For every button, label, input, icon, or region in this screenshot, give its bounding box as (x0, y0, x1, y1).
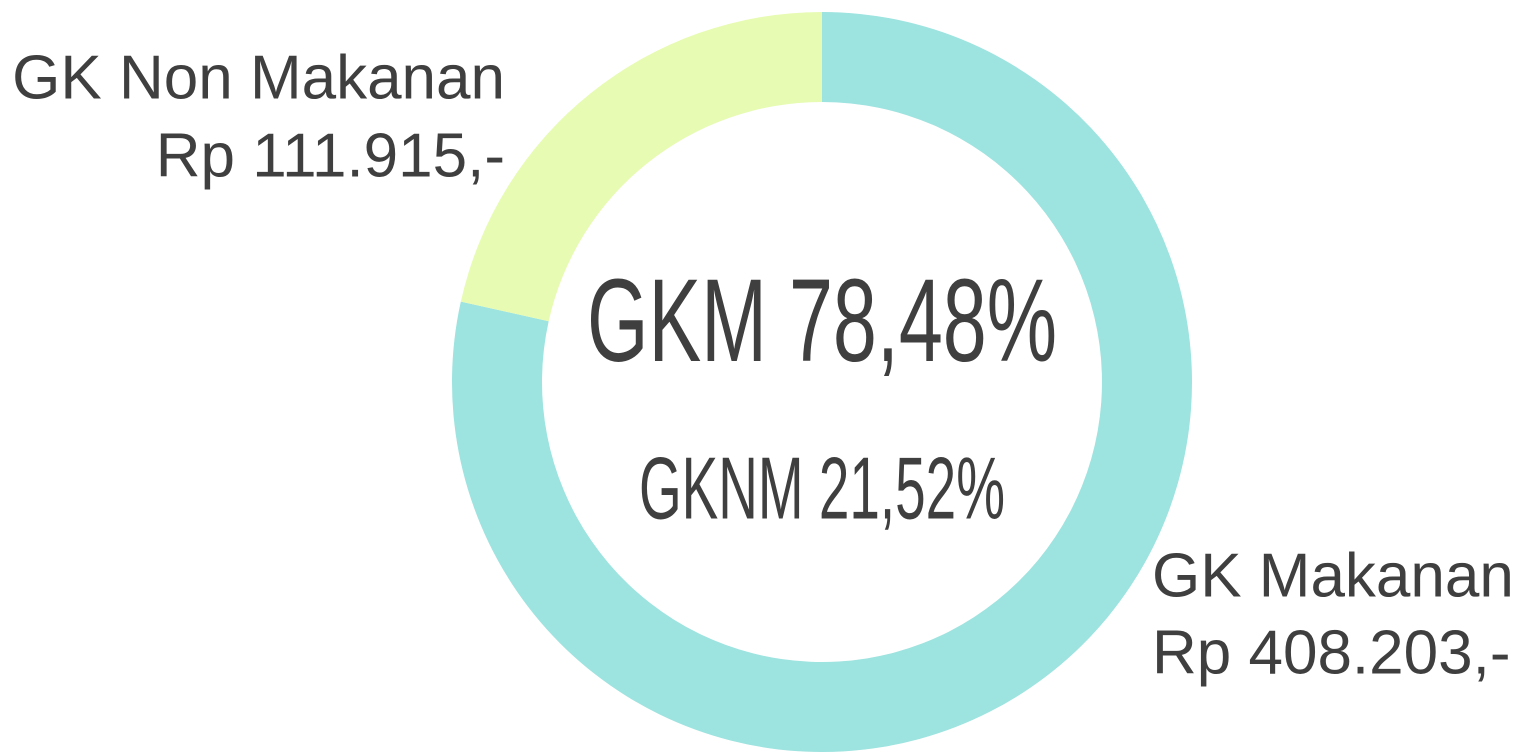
center-label: GKM 78,48% (587, 255, 1057, 387)
value-label: Rp 408.203,- (1152, 618, 1510, 687)
donut-segment (460, 12, 822, 322)
value-label: Rp 111.915,- (156, 121, 505, 190)
category-label: GK Non Makanan (12, 43, 505, 112)
center-label: GKNM 21,52% (639, 438, 1005, 537)
category-label: GK Makanan (1152, 541, 1514, 610)
